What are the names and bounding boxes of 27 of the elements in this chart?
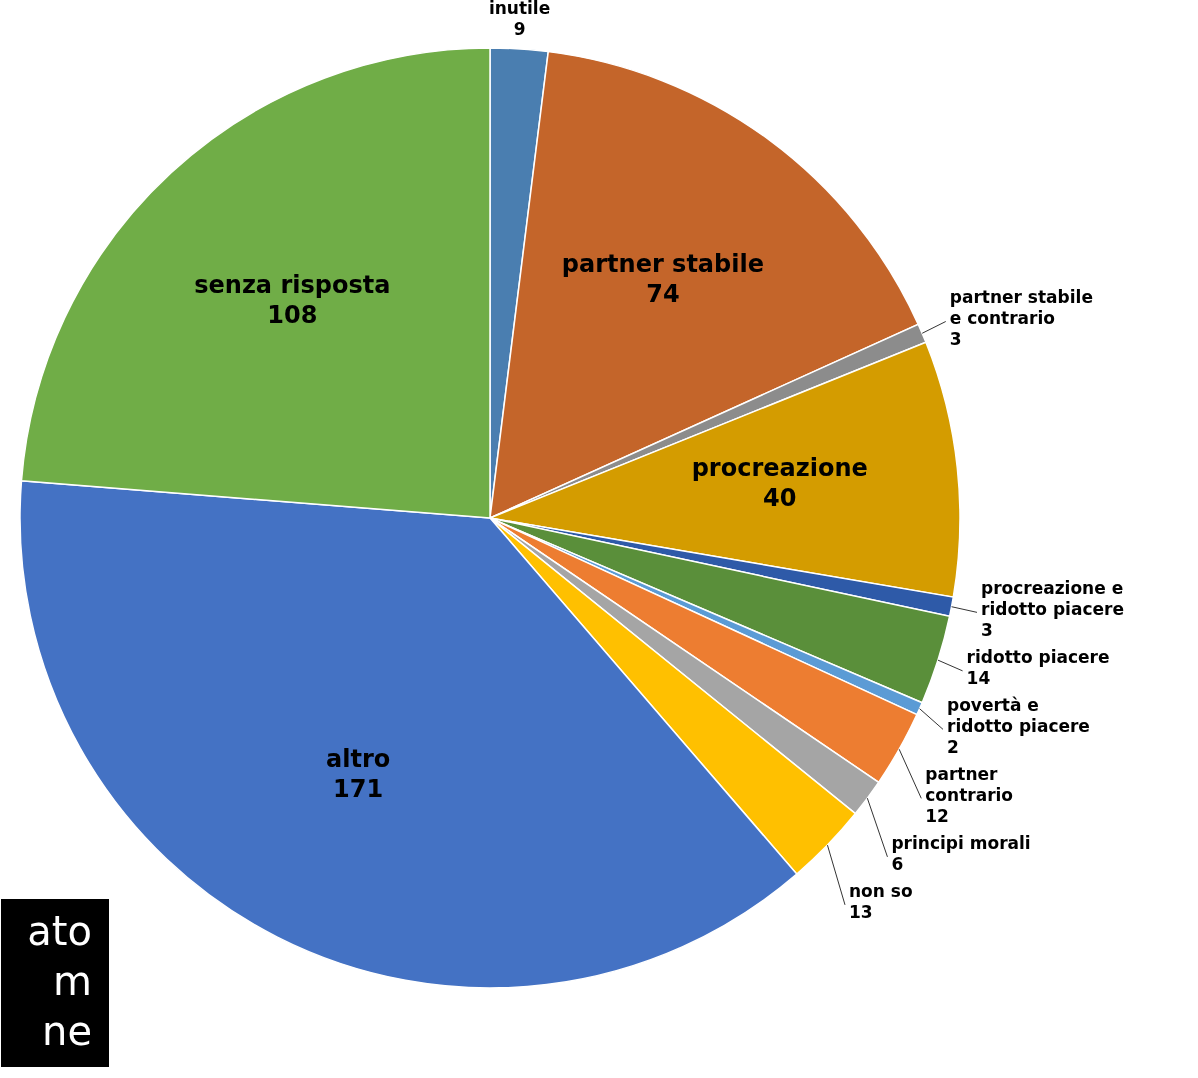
data-label: 14 [966, 667, 991, 688]
slice-label: partner stabile e contrario [949, 286, 1093, 328]
slice-label: non so [849, 880, 913, 901]
slice-label: partner stabile [561, 250, 764, 279]
data-label: 3 [949, 328, 962, 349]
slice-label: partner contrario [925, 763, 1014, 805]
data-label: 40 [763, 483, 797, 512]
slice-label: ridotto piacere [966, 646, 1110, 667]
data-label: 74 [646, 280, 680, 309]
data-label: 2 [947, 736, 959, 757]
data-label: 108 [267, 300, 318, 329]
slice-label: altro [326, 744, 391, 773]
text: ne [42, 1008, 92, 1054]
slice-label: procreazione e ridotto piacere [981, 577, 1124, 619]
slice-label: procreazione [691, 453, 868, 482]
slice-label: principi morali [891, 832, 1031, 853]
slice-label: povertà e ridotto piacere [947, 694, 1090, 736]
data-label: 3 [981, 619, 993, 640]
slice-label: senza risposta [194, 270, 391, 299]
text: ato [27, 908, 92, 954]
data-label: 9 [513, 18, 526, 39]
text: m [53, 958, 92, 1004]
data-label: 12 [925, 805, 949, 826]
data-label: 13 [849, 901, 873, 922]
data-label: 171 [333, 774, 384, 803]
slice-label: inutile [488, 0, 551, 18]
data-label: 6 [891, 853, 904, 874]
